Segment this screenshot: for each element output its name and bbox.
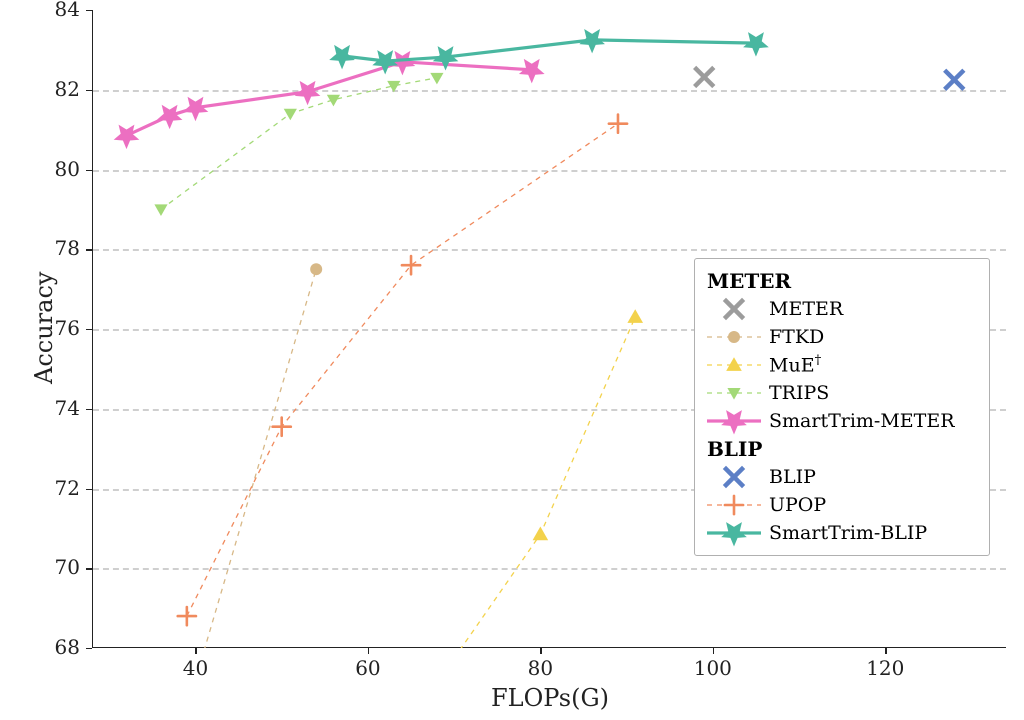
ytick-mark (86, 170, 92, 171)
legend-label: TRIPS (763, 382, 829, 404)
ytick-label: 72 (0, 476, 80, 500)
ytick-mark (86, 568, 92, 569)
legend-item-ftkd: FTKD (705, 323, 979, 351)
legend-title-meter: METER (707, 269, 979, 293)
xtick-label: 40 (165, 656, 225, 680)
legend-swatch (705, 521, 763, 545)
legend-label: SmartTrim-BLIP (763, 522, 927, 544)
ytick-mark (86, 409, 92, 410)
legend-swatch (705, 381, 763, 405)
legend-item-upop: UPOP (705, 491, 979, 519)
grid-line (93, 568, 1006, 570)
ytick-label: 80 (0, 157, 80, 181)
legend-label: SmartTrim-METER (763, 410, 955, 432)
legend-item-trips: TRIPS (705, 379, 979, 407)
legend-swatch (705, 493, 763, 517)
ytick-mark (86, 329, 92, 330)
legend-item-blip: BLIP (705, 463, 979, 491)
x-axis-label: FLOPs(G) (491, 684, 609, 712)
ytick-label: 68 (0, 635, 80, 659)
ytick-label: 70 (0, 555, 80, 579)
legend-label: MuE† (763, 353, 821, 376)
legend-item-smarttrim_blip: SmartTrim-BLIP (705, 519, 979, 547)
ytick-label: 82 (0, 77, 80, 101)
xtick-mark (195, 648, 196, 654)
legend-label: FTKD (763, 326, 824, 348)
xtick-label: 120 (855, 656, 915, 680)
grid-line (93, 90, 1006, 92)
xtick-label: 60 (338, 656, 398, 680)
legend-label: METER (763, 298, 843, 320)
xtick-label: 100 (683, 656, 743, 680)
legend-swatch (705, 325, 763, 349)
ytick-label: 84 (0, 0, 80, 21)
xtick-mark (885, 648, 886, 654)
ytick-label: 78 (0, 236, 80, 260)
ytick-mark (86, 90, 92, 91)
ytick-mark (86, 249, 92, 250)
xtick-label: 80 (510, 656, 570, 680)
ytick-mark (86, 648, 92, 649)
legend-item-smarttrim_meter: SmartTrim-METER (705, 407, 979, 435)
legend-item-meter: METER (705, 295, 979, 323)
ytick-label: 74 (0, 396, 80, 420)
ytick-mark (86, 10, 92, 11)
legend-swatch (705, 353, 763, 377)
legend-title-blip: BLIP (707, 437, 979, 461)
ytick-label: 76 (0, 316, 80, 340)
grid-line (93, 170, 1006, 172)
xtick-mark (368, 648, 369, 654)
accuracy-vs-flops-chart: Accuracy FLOPs(G) METERMETERFTKDMuE†TRIP… (0, 0, 1024, 720)
legend-label: BLIP (763, 466, 816, 488)
xtick-mark (540, 648, 541, 654)
legend: METER METER FTKD MuE† TRIPS SmartTrim-METER BL… (694, 258, 990, 556)
grid-line (93, 249, 1006, 251)
legend-swatch (705, 297, 763, 321)
legend-item-mue: MuE† (705, 351, 979, 379)
xtick-mark (713, 648, 714, 654)
ytick-mark (86, 489, 92, 490)
legend-label: UPOP (763, 494, 826, 516)
legend-swatch (705, 465, 763, 489)
legend-swatch (705, 409, 763, 433)
